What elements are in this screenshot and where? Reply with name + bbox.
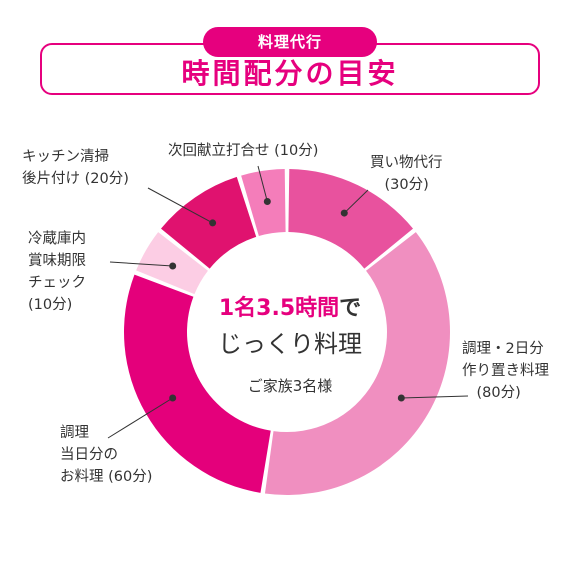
leader-dot [209, 219, 217, 227]
label-kitchen-cleaning: キッチン清掃 後片付け (20分) [22, 149, 129, 187]
leader-line [107, 397, 173, 439]
leader-dot [263, 197, 271, 205]
center-text: 1名3.5時間で じっくり料理 [180, 292, 400, 362]
leader-dot [397, 394, 405, 402]
slice-menu-meeting [241, 169, 286, 237]
leader-line [147, 187, 213, 224]
header-title: 時間配分の目安 [181, 57, 399, 90]
center-highlight-suffix: で [339, 296, 362, 321]
leader-dot [169, 262, 177, 270]
leader-line [109, 261, 173, 267]
leader-line [257, 165, 268, 202]
leader-dot [169, 394, 177, 402]
label-shopping: 買い物代行 (30分) [370, 155, 443, 193]
slice-shopping [288, 169, 414, 269]
leader-line [401, 395, 469, 399]
label-same-day-cooking: 調理 当日分の お料理 (60分) [60, 425, 153, 485]
leader-line [343, 189, 369, 214]
slice-same-day-cooking [124, 274, 271, 493]
center-sub: ご家族3名様 [247, 377, 333, 395]
center-highlight: 1名3.5時間 [218, 296, 340, 321]
label-batch-cooking: 調理・2日分 作り置き料理 (80分) [462, 341, 549, 401]
slice-batch-cooking [264, 232, 450, 495]
label-fridge-check: 冷蔵庫内 賞味期限 チェック (10分) [28, 231, 86, 313]
label-menu-meeting: 次回献立打合せ (10分) [168, 143, 319, 159]
leader-dot [340, 209, 348, 217]
center-line2: じっくり料理 [218, 330, 362, 358]
slice-kitchen-cleaning [160, 176, 257, 269]
header-pill: 料理代行 [203, 27, 377, 57]
